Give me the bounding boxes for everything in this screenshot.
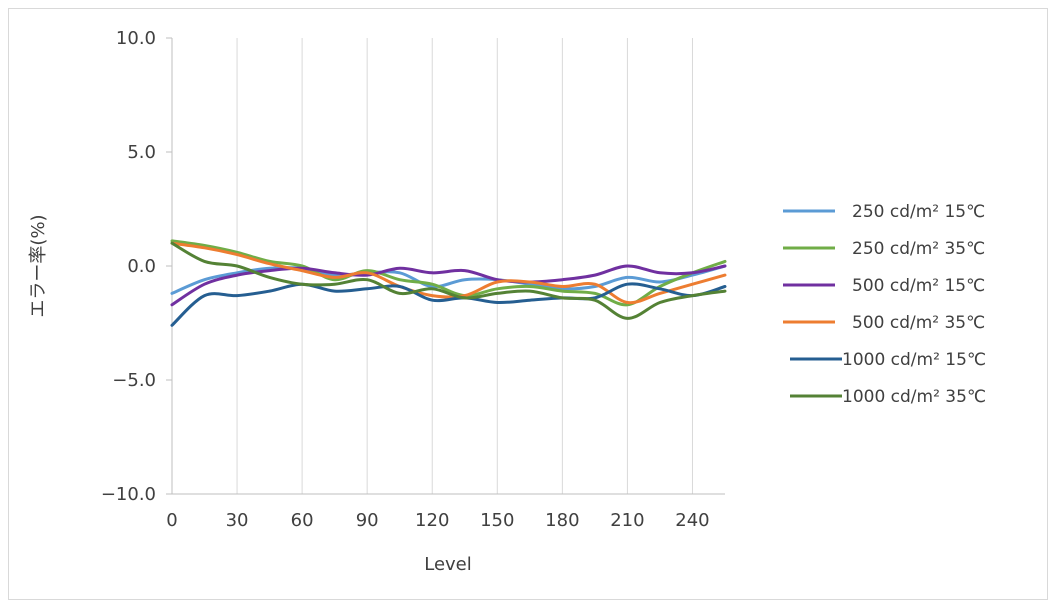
series-line-1 — [170, 264, 727, 295]
plot-series — [170, 239, 727, 327]
chart-area — [8, 8, 1048, 600]
series-line-6 — [170, 241, 727, 320]
x-tick-label: 240 — [675, 510, 709, 531]
legend-label: 250 cd/m² 35℃ — [852, 239, 985, 259]
gridlines — [236, 38, 693, 494]
legend-label: 250 cd/m² 15℃ — [852, 202, 985, 222]
y-tick-label: −10.0 — [101, 484, 156, 505]
legend-label: 1000 cd/m² 15℃ — [842, 350, 986, 370]
legend-label: 500 cd/m² 15℃ — [852, 276, 985, 296]
x-tick-label: 210 — [610, 510, 644, 531]
legend: 250 cd/m² 15℃ 250 cd/m² 35℃ 500 cd/m² 15℃ 5… — [783, 202, 986, 407]
legend-label: 500 cd/m² 35℃ — [852, 313, 985, 333]
x-tick-label: 90 — [356, 510, 379, 531]
series-line-2 — [170, 239, 727, 307]
series-line-4 — [170, 241, 727, 305]
y-tick-label: 0.0 — [127, 256, 156, 277]
y-tick-label: 5.0 — [127, 142, 156, 163]
series-line-5 — [170, 282, 727, 327]
x-tick-label: 0 — [166, 510, 177, 531]
x-tick-label: 30 — [226, 510, 249, 531]
x-tick-label: 120 — [415, 510, 449, 531]
x-tick-label: 150 — [480, 510, 514, 531]
x-tick-label: 60 — [291, 510, 314, 531]
series-line-3 — [170, 264, 727, 307]
y-tick-label: −5.0 — [112, 370, 156, 391]
y-tick-label: 10.0 — [116, 28, 156, 49]
x-tick-label: 180 — [545, 510, 579, 531]
legend-label: 1000 cd/m² 35℃ — [842, 387, 986, 407]
axes: 0 30 60 90 120 150 180 210 240 10.0 5.0 0.0 −5.0 −10.… — [101, 28, 725, 531]
y-axis-title: エラー率(%) — [28, 214, 49, 317]
x-axis-title: Level — [424, 554, 472, 575]
